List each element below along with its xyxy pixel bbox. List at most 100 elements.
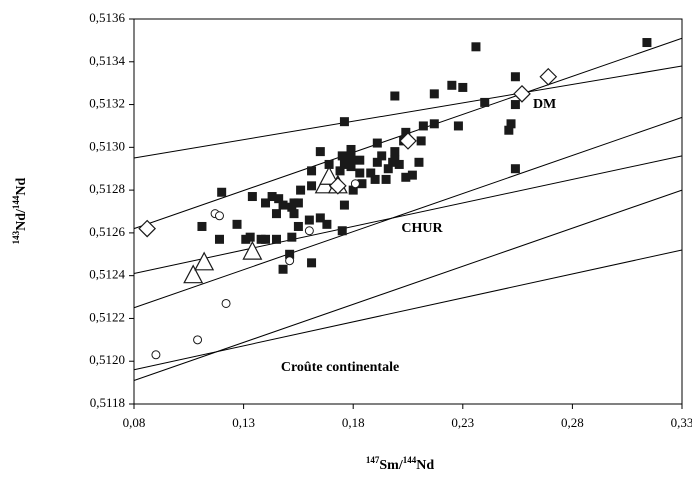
- y-tick-label: 0,5118: [90, 395, 125, 410]
- axis-label-part: 143: [11, 230, 21, 244]
- y-tick-label: 0,5126: [89, 224, 125, 239]
- point-triangle: [183, 264, 204, 284]
- plot-frame: [133, 18, 683, 405]
- point-square: [414, 157, 424, 167]
- point-square: [339, 117, 349, 127]
- x-tick-label: 0,33: [671, 415, 692, 430]
- axis-label-part: Nd/: [14, 208, 29, 231]
- point-diamond: [138, 219, 157, 238]
- point-square: [390, 91, 400, 101]
- point-square: [471, 42, 481, 52]
- y-tick-label: 0,5124: [89, 267, 125, 282]
- point-square: [337, 226, 347, 236]
- point-square: [642, 38, 652, 48]
- annotation: Croûte continentale: [281, 360, 399, 375]
- point-square: [357, 179, 367, 189]
- point-square: [401, 127, 411, 137]
- point-square: [418, 121, 428, 131]
- point-square: [278, 200, 288, 210]
- annotation: DM: [533, 97, 556, 112]
- axis-label-part: Nd: [14, 177, 29, 195]
- point-square: [510, 100, 520, 110]
- y-tick-label: 0,5132: [89, 96, 125, 111]
- point-square: [335, 166, 345, 176]
- point-square: [267, 192, 277, 202]
- point-square: [388, 157, 398, 167]
- point-square: [372, 138, 382, 148]
- x-axis-label: 147Sm/144Nd: [366, 455, 434, 473]
- point-square: [261, 234, 271, 244]
- point-triangle: [194, 251, 215, 271]
- point-square: [394, 159, 404, 169]
- point-square: [506, 119, 516, 129]
- point-square: [383, 164, 393, 174]
- annotation: CHUR: [401, 221, 443, 236]
- point-triangle: [242, 240, 263, 260]
- reference-line: [133, 155, 683, 275]
- point-square: [337, 151, 347, 161]
- point-square: [307, 258, 317, 268]
- point-circle: [151, 350, 161, 360]
- point-square: [296, 185, 306, 195]
- point-square: [401, 172, 411, 182]
- y-tick-label: 0,5136: [89, 10, 125, 25]
- point-triangle: [319, 165, 340, 185]
- y-tick-label: 0,5120: [89, 352, 125, 367]
- axis-label-part: 144: [11, 195, 21, 209]
- point-square: [346, 144, 356, 154]
- point-square: [232, 219, 242, 229]
- point-square: [504, 125, 514, 135]
- axis-label-part: Nd: [416, 458, 434, 473]
- point-square: [247, 192, 257, 202]
- point-circle: [214, 211, 224, 221]
- point-square: [278, 264, 288, 274]
- point-square: [293, 221, 303, 231]
- point-square: [289, 209, 299, 219]
- point-square: [480, 97, 490, 107]
- point-diamond: [513, 85, 531, 103]
- point-diamond: [399, 132, 417, 150]
- point-circle: [304, 226, 314, 236]
- point-square: [346, 162, 356, 172]
- point-square: [355, 155, 365, 165]
- y-tick-label: 0,5134: [89, 53, 125, 68]
- axis-label-part: 147: [366, 455, 380, 465]
- point-square: [274, 194, 284, 204]
- point-square: [293, 198, 303, 208]
- point-square: [407, 170, 417, 180]
- point-square: [370, 174, 380, 184]
- point-square: [458, 82, 468, 92]
- point-square: [245, 232, 255, 242]
- x-tick-label: 0,18: [342, 415, 365, 430]
- point-circle: [221, 298, 231, 308]
- point-circle: [350, 179, 360, 189]
- point-square: [315, 147, 325, 157]
- point-square: [447, 80, 457, 90]
- point-square: [429, 119, 439, 129]
- axis-label-part: 144: [403, 455, 417, 465]
- point-square: [307, 181, 317, 191]
- point-square: [271, 209, 281, 219]
- y-tick-label: 0,5130: [89, 138, 125, 153]
- point-square: [381, 174, 391, 184]
- y-tick-label: 0,5128: [89, 181, 125, 196]
- point-square: [287, 202, 297, 212]
- point-square: [197, 221, 207, 231]
- point-square: [390, 147, 400, 157]
- point-square: [217, 187, 227, 197]
- point-square: [307, 166, 317, 176]
- x-tick-label: 0,08: [123, 415, 146, 430]
- x-tick-label: 0,23: [451, 415, 474, 430]
- point-square: [346, 153, 356, 163]
- point-square: [304, 215, 314, 225]
- reference-line: [133, 189, 683, 381]
- x-tick-label: 0,28: [561, 415, 584, 430]
- point-diamond: [539, 67, 558, 86]
- point-square: [453, 121, 463, 131]
- point-square: [339, 159, 349, 169]
- point-square: [315, 213, 325, 223]
- point-square: [285, 249, 295, 259]
- point-square: [510, 72, 520, 82]
- point-square: [322, 219, 332, 229]
